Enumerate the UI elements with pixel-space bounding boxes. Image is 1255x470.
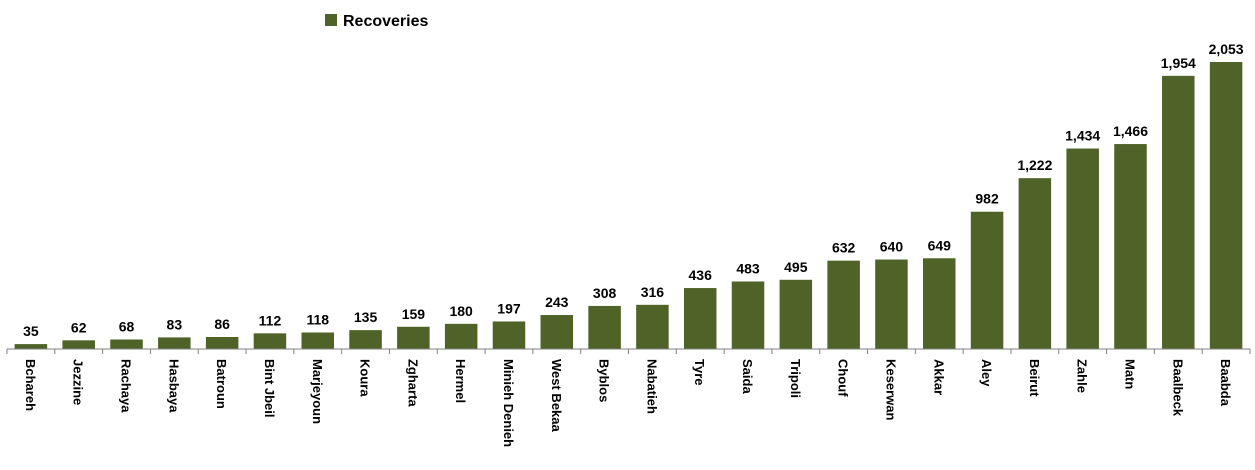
bar-koura bbox=[349, 330, 382, 349]
data-label-hasbaya: 83 bbox=[167, 316, 183, 332]
tick-label-bint-jbeil: Bint Jbeil bbox=[262, 359, 277, 418]
data-label-matn: 1,466 bbox=[1113, 123, 1148, 139]
bar-keserwan bbox=[875, 259, 908, 349]
data-label-aley: 982 bbox=[975, 191, 999, 207]
data-label-koura: 135 bbox=[354, 309, 378, 325]
tick-label-keserwan: Keserwan bbox=[883, 359, 898, 420]
tick-label-marjeyoun: Marjeyoun bbox=[310, 359, 325, 424]
tick-label-matn: Matn bbox=[1122, 359, 1137, 389]
bar-hasbaya bbox=[158, 337, 191, 349]
bars-group bbox=[14, 62, 1243, 349]
bar-jezzine bbox=[62, 340, 95, 349]
data-label-tyre: 436 bbox=[689, 267, 713, 283]
tick-label-baalbeck: Baalbeck bbox=[1170, 359, 1185, 417]
tick-label-zgharta: Zgharta bbox=[405, 359, 420, 407]
data-label-beirut: 1,222 bbox=[1017, 157, 1052, 173]
tick-label-bchareh: Bchareh bbox=[23, 359, 38, 411]
data-label-byblos: 308 bbox=[593, 285, 617, 301]
data-label-hermel: 180 bbox=[449, 303, 473, 319]
tick-label-minieh-denieh: Minieh Denieh bbox=[501, 359, 516, 447]
tick-label-west-bekaa: West Bekaa bbox=[549, 359, 564, 433]
tick-label-tripoli: Tripoli bbox=[788, 359, 803, 398]
bar-baalbeck bbox=[1162, 75, 1195, 349]
bar-akkar bbox=[923, 258, 956, 349]
legend: Recoveries bbox=[325, 13, 428, 30]
bar-marjeyoun bbox=[301, 332, 335, 349]
tick-label-nabatieh: Nabatieh bbox=[644, 359, 659, 414]
x-axis-ticks bbox=[6, 349, 1251, 354]
data-label-akkar: 649 bbox=[928, 237, 952, 253]
bar-baabda bbox=[1209, 62, 1243, 349]
tick-label-koura: Koura bbox=[358, 359, 373, 397]
tick-label-tyre: Tyre bbox=[692, 359, 707, 386]
tick-label-byblos: Byblos bbox=[597, 359, 612, 402]
data-label-batroun: 86 bbox=[214, 316, 230, 332]
data-label-baabda: 2,053 bbox=[1209, 41, 1244, 57]
bar-tripoli bbox=[779, 279, 813, 349]
data-label-tripoli: 495 bbox=[784, 259, 808, 275]
bar-rachaya bbox=[110, 339, 143, 349]
data-label-rachaya: 68 bbox=[119, 318, 135, 334]
bar-west-bekaa bbox=[540, 315, 574, 349]
tick-label-baabda: Baabda bbox=[1218, 359, 1233, 407]
bar-byblos bbox=[588, 305, 621, 349]
bar-minieh-denieh bbox=[492, 321, 526, 349]
bar-bchareh bbox=[14, 344, 48, 349]
tick-label-beirut: Beirut bbox=[1027, 359, 1042, 397]
bar-zgharta bbox=[397, 326, 430, 349]
tick-label-saida: Saida bbox=[740, 359, 755, 394]
data-label-baalbeck: 1,954 bbox=[1161, 55, 1196, 71]
bar-batroun bbox=[205, 336, 239, 349]
bar-tyre bbox=[683, 288, 717, 349]
data-label-west-bekaa: 243 bbox=[545, 294, 569, 310]
bar-saida bbox=[731, 281, 765, 349]
bar-nabatieh bbox=[636, 304, 669, 349]
data-label-marjeyoun: 118 bbox=[306, 312, 329, 328]
legend-swatch bbox=[325, 14, 337, 26]
bar-chouf bbox=[827, 260, 860, 349]
data-label-saida: 483 bbox=[736, 260, 760, 276]
tick-label-rachaya: Rachaya bbox=[119, 359, 134, 413]
tick-label-hermel: Hermel bbox=[453, 359, 468, 403]
data-label-keserwan: 640 bbox=[880, 239, 904, 255]
legend-label-recoveries: Recoveries bbox=[343, 13, 428, 30]
data-label-bchareh: 35 bbox=[23, 323, 39, 339]
bar-hermel bbox=[444, 323, 478, 349]
tick-label-jezzine: Jezzine bbox=[71, 359, 86, 405]
tick-label-chouf: Chouf bbox=[836, 359, 851, 397]
bar-zahle bbox=[1066, 148, 1099, 349]
bar-beirut bbox=[1018, 178, 1052, 349]
data-label-nabatieh: 316 bbox=[641, 284, 665, 300]
data-label-bint-jbeil: 112 bbox=[259, 312, 282, 328]
tick-label-hasbaya: Hasbaya bbox=[166, 359, 181, 413]
tick-label-akkar: Akkar bbox=[931, 359, 946, 395]
tick-label-aley: Aley bbox=[979, 359, 994, 387]
bar-aley bbox=[970, 211, 1004, 349]
data-label-chouf: 632 bbox=[832, 240, 856, 256]
bar-matn bbox=[1114, 144, 1147, 349]
x-axis-tick-labels: Bchareh Jezzine Rachaya Hasbaya Batroun Bint … bbox=[23, 359, 1233, 447]
tick-label-zahle: Zahle bbox=[1075, 359, 1090, 393]
bar-bint-jbeil bbox=[253, 333, 287, 349]
value-labels-group: 35 62 68 83 86 112 118 135 159 180 197 243 308 316 436… bbox=[23, 41, 1244, 339]
data-label-jezzine: 62 bbox=[71, 319, 87, 335]
data-label-zahle: 1,434 bbox=[1065, 128, 1100, 144]
data-label-zgharta: 159 bbox=[402, 306, 426, 322]
tick-label-batroun: Batroun bbox=[214, 359, 229, 409]
data-label-minieh-denieh: 197 bbox=[497, 300, 521, 316]
